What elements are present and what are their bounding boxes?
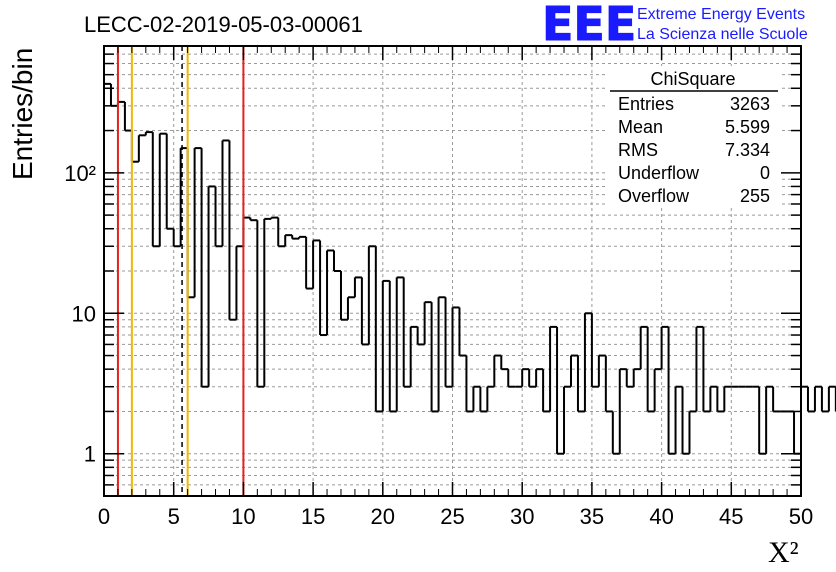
x-tick-label: 15 xyxy=(301,504,325,529)
x-tick-label: 5 xyxy=(168,504,180,529)
x-tick-label: 0 xyxy=(98,504,110,529)
stats-label-overflow: Overflow xyxy=(618,186,690,206)
threshold-markers xyxy=(116,46,245,496)
brand-line-1: Extreme Energy Events xyxy=(637,6,805,23)
run-title: LECC-02-2019-05-03-00061 xyxy=(84,12,363,37)
stats-value-underflow: 0 xyxy=(760,163,770,183)
stats-box-background xyxy=(608,66,780,208)
y-tick-label: 10² xyxy=(64,161,96,186)
stats-label-rms: RMS xyxy=(618,140,658,160)
x-tick-label: 50 xyxy=(789,504,813,529)
x-tick-label: 45 xyxy=(719,504,743,529)
eee-logo: EEE xyxy=(542,0,636,51)
tick-labels: 0 5 10 15 20 25 30 35 40 45 50 1 10 10² xyxy=(64,161,813,529)
x-tick-label: 25 xyxy=(440,504,464,529)
brand-line-2: La Scienza nelle Scuole xyxy=(637,26,808,43)
stats-label-mean: Mean xyxy=(618,117,663,137)
y-tick-label: 1 xyxy=(84,442,96,467)
x-tick-label: 30 xyxy=(510,504,534,529)
y-axis-label: Entries/bin xyxy=(7,48,38,180)
stats-value-overflow: 255 xyxy=(740,186,770,206)
stats-box: ChiSquare Entries 3263 Mean 5.599 RMS 7.… xyxy=(608,66,780,208)
x-tick-label: 40 xyxy=(649,504,673,529)
stats-label-entries: Entries xyxy=(618,94,674,114)
stats-box-title: ChiSquare xyxy=(650,69,735,89)
x-axis-label: X² xyxy=(768,536,799,569)
axis-ticks xyxy=(103,45,802,497)
x-tick-label: 20 xyxy=(371,504,395,529)
stats-value-entries: 3263 xyxy=(730,94,770,114)
x-tick-label: 35 xyxy=(580,504,604,529)
stats-value-mean: 5.599 xyxy=(725,117,770,137)
y-tick-label: 10 xyxy=(72,301,96,326)
stats-label-underflow: Underflow xyxy=(618,163,700,183)
stats-value-rms: 7.334 xyxy=(725,140,770,160)
x-tick-label: 10 xyxy=(231,504,255,529)
